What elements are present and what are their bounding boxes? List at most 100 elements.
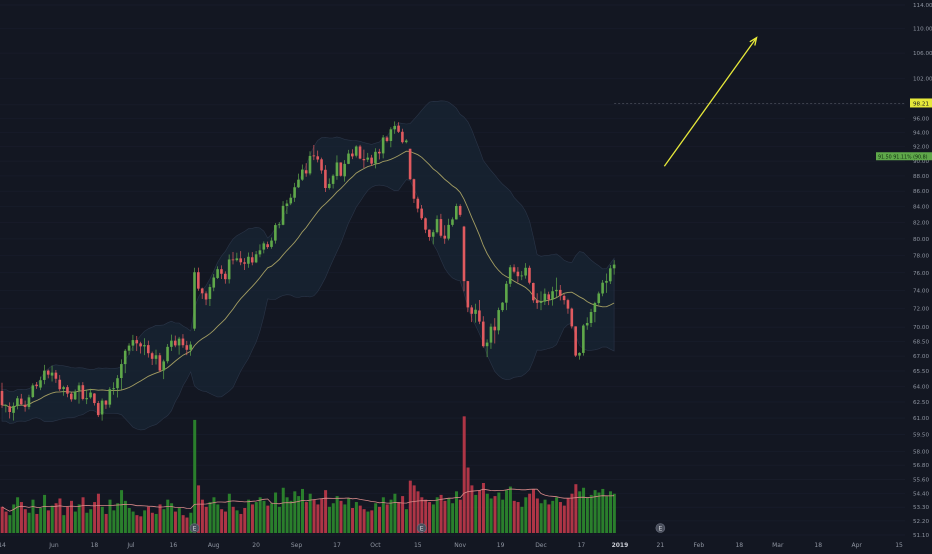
candle-body [439, 219, 443, 236]
volume-bar [274, 492, 278, 533]
volume-bar [501, 499, 505, 533]
candle-body [227, 259, 231, 280]
volume-bar [397, 502, 401, 533]
x-tick-label: 15 [895, 542, 903, 549]
candle-body [73, 391, 77, 400]
candle [104, 400, 108, 409]
candle [108, 387, 112, 408]
y-tick-label: 72.00 [913, 307, 929, 313]
candle-body [108, 389, 112, 405]
volume-bar [27, 512, 31, 533]
candle-body [401, 131, 404, 143]
candle [497, 307, 500, 335]
candle [381, 134, 385, 159]
volume-bar [247, 499, 251, 533]
candle-body [239, 258, 242, 263]
volume-bar [66, 506, 70, 533]
candle [208, 284, 212, 306]
candle-body [200, 288, 204, 294]
volume-bar [358, 505, 362, 533]
candle-body [489, 326, 493, 343]
candle [131, 334, 135, 351]
candle-body [58, 379, 62, 390]
candle-body [100, 400, 104, 415]
candle-body [555, 289, 558, 292]
candle [439, 213, 443, 238]
volume-bar [285, 497, 289, 533]
candle [258, 244, 262, 258]
candle [123, 349, 127, 374]
volume-bar [227, 493, 231, 533]
volume-bar [212, 497, 216, 533]
candle [100, 398, 104, 421]
volume-bar [447, 498, 451, 533]
candle [397, 122, 400, 133]
x-tick-label: 16 [170, 542, 178, 549]
volume-bar [354, 502, 358, 533]
candle-body [204, 293, 208, 300]
y-tick-label: 59.50 [913, 432, 929, 438]
volume-bar [197, 485, 201, 533]
candle-body [170, 340, 173, 347]
candle [362, 149, 366, 168]
earnings-marker[interactable]: E [189, 523, 200, 533]
volume-bar [535, 498, 539, 533]
candle [393, 121, 396, 134]
volume-bar [281, 487, 285, 533]
candle-body [582, 325, 585, 353]
candle-body [304, 170, 308, 174]
candle [589, 308, 593, 327]
candle [181, 334, 185, 348]
candle-body [77, 385, 81, 391]
y-tick-label: 64.00 [913, 384, 929, 390]
y-tick-label: 96.00 [913, 117, 929, 123]
candle [173, 335, 177, 348]
candle [250, 252, 254, 266]
volume-bar [162, 509, 166, 533]
candle [435, 215, 439, 234]
candle-body [93, 393, 96, 404]
price-tag-bg [910, 98, 932, 108]
candle [281, 201, 285, 226]
candle [46, 369, 50, 379]
candle-body [104, 400, 108, 405]
candle [177, 336, 181, 355]
candle [524, 263, 527, 279]
volume-bar [277, 506, 281, 533]
candle [193, 267, 196, 331]
earnings-marker[interactable]: E [655, 523, 666, 533]
x-tick-label: Sep [291, 542, 303, 549]
candle [535, 293, 539, 309]
candle-body [597, 293, 601, 304]
candle-body [85, 398, 88, 400]
x-tick-label: 17 [333, 542, 341, 549]
volume-bar [35, 513, 39, 533]
volume-bar [73, 511, 77, 533]
candle [601, 279, 604, 297]
volume-bar [112, 510, 116, 533]
volume-bar [327, 506, 331, 533]
candle-body [293, 187, 296, 198]
candle-body [339, 162, 343, 176]
volume-bar [177, 508, 181, 533]
candle [150, 351, 154, 365]
candle [312, 144, 316, 161]
y-tick-label: 56.80 [913, 463, 929, 469]
volume-bar [470, 485, 474, 533]
candle-body [243, 262, 246, 264]
volume-bar [147, 506, 150, 533]
y-tick-label: 78.00 [913, 254, 929, 260]
candle [70, 392, 73, 402]
candle [485, 339, 489, 358]
volume-bar [605, 496, 609, 533]
candle [562, 294, 566, 305]
candle [343, 160, 346, 182]
candle [570, 307, 574, 329]
candle [612, 260, 616, 275]
price-tag-label: 98.21 [913, 101, 929, 107]
earnings-marker[interactable]: E [416, 523, 427, 533]
volume-bar [385, 504, 389, 533]
candle [266, 241, 269, 249]
